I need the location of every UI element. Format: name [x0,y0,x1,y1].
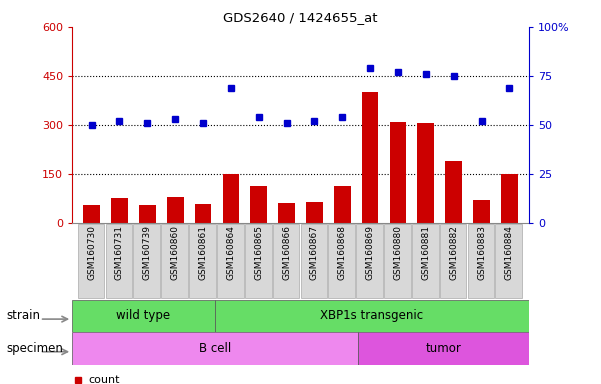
FancyBboxPatch shape [215,300,529,332]
FancyBboxPatch shape [356,224,383,298]
FancyBboxPatch shape [358,332,529,365]
Text: strain: strain [6,310,40,322]
Text: GSM160883: GSM160883 [477,225,486,280]
Text: GDS2640 / 1424655_at: GDS2640 / 1424655_at [223,12,378,25]
FancyBboxPatch shape [133,224,160,298]
FancyBboxPatch shape [72,300,215,332]
Text: GSM160861: GSM160861 [198,225,207,280]
FancyBboxPatch shape [273,224,299,298]
FancyBboxPatch shape [300,224,327,298]
FancyBboxPatch shape [328,224,355,298]
FancyBboxPatch shape [78,224,105,298]
Text: GSM160860: GSM160860 [171,225,180,280]
Bar [251,186,267,223]
Bar [278,203,295,223]
Text: GSM160730: GSM160730 [87,225,96,280]
FancyBboxPatch shape [245,224,272,298]
Text: XBP1s transgenic: XBP1s transgenic [320,310,424,322]
Text: GSM160731: GSM160731 [115,225,124,280]
Text: GSM160867: GSM160867 [310,225,319,280]
Text: tumor: tumor [426,342,461,355]
Text: GSM160864: GSM160864 [227,225,236,280]
Bar [445,161,462,223]
Bar [473,200,490,223]
FancyBboxPatch shape [217,224,243,298]
Bar [111,198,128,223]
Text: specimen: specimen [6,342,63,355]
Text: GSM160865: GSM160865 [254,225,263,280]
Bar [195,204,212,223]
Text: GSM160739: GSM160739 [143,225,152,280]
Bar [418,123,434,223]
Text: GSM160869: GSM160869 [365,225,374,280]
Bar [167,197,183,223]
Text: B cell: B cell [199,342,231,355]
FancyBboxPatch shape [189,224,216,298]
Text: wild type: wild type [117,310,171,322]
Bar [222,174,239,223]
Bar [362,92,379,223]
Text: count: count [88,375,120,384]
Bar [501,174,517,223]
Text: GSM160884: GSM160884 [505,225,514,280]
FancyBboxPatch shape [72,332,358,365]
Text: GSM160881: GSM160881 [421,225,430,280]
FancyBboxPatch shape [468,224,495,298]
FancyBboxPatch shape [440,224,466,298]
Bar [306,202,323,223]
Bar [334,186,350,223]
Text: GSM160868: GSM160868 [338,225,347,280]
FancyBboxPatch shape [412,224,439,298]
FancyBboxPatch shape [106,224,132,298]
FancyBboxPatch shape [161,224,188,298]
Text: GSM160882: GSM160882 [449,225,458,280]
Bar [84,205,100,223]
Text: GSM160866: GSM160866 [282,225,291,280]
FancyBboxPatch shape [384,224,411,298]
FancyBboxPatch shape [495,224,522,298]
Bar [139,205,156,223]
Bar [389,121,406,223]
Text: GSM160880: GSM160880 [394,225,403,280]
